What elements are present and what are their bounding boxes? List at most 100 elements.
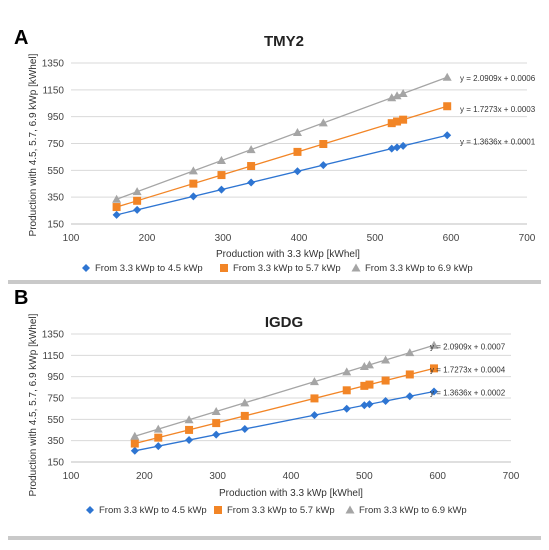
data-point (185, 425, 194, 434)
data-point (184, 415, 194, 424)
data-point (392, 91, 402, 100)
data-point (365, 400, 374, 409)
x-tick-labels: 100 200 300 400 500 600 700 (63, 233, 536, 244)
x-tick-label: 400 (283, 471, 300, 482)
data-point (360, 381, 369, 390)
y-tick-label: 550 (47, 415, 64, 426)
legend-label: From 3.3 kWp to 5.7 kWp (233, 263, 341, 274)
trend-line (134, 390, 435, 452)
y-tick-label: 950 (47, 372, 64, 383)
legend: From 3.3 kWp to 4.5 kWp From 3.3 kWp to 5… (82, 263, 473, 274)
chart-title: TMY2 (264, 33, 304, 50)
panel-a: A TMY2 100 200 300 400 500 600 700 150 350 550 75… (14, 27, 536, 274)
panel-letter: A (14, 27, 28, 49)
data-point (310, 411, 319, 420)
data-point (185, 436, 194, 445)
x-tick-label: 700 (519, 233, 536, 244)
data-points (130, 340, 439, 455)
y-tick-label: 750 (47, 139, 64, 150)
data-point (188, 166, 198, 175)
data-point (132, 187, 142, 196)
data-point (443, 131, 452, 140)
y-axis-label: Production with 4.5, 5.7, 6.9 kWp [kWhel… (28, 313, 39, 496)
data-point (212, 430, 221, 439)
y-tick-label: 1150 (42, 351, 64, 362)
y-tick-labels: 150 350 550 750 950 1150 1350 (42, 59, 65, 231)
x-axis-label: Production with 3.3 kWp [kWhel] (219, 488, 363, 499)
data-point (154, 442, 163, 451)
x-axis-label: Production with 3.3 kWp [kWhel] (216, 249, 360, 260)
data-point (130, 431, 140, 440)
data-point (342, 386, 351, 395)
data-point (216, 156, 226, 165)
data-point (189, 179, 198, 188)
data-point (130, 446, 139, 455)
y-tick-label: 1350 (42, 59, 65, 70)
x-tick-label: 300 (215, 233, 232, 244)
panel-b: B IGDG 100 200 300 400 500 600 700 150 350 550 75… (14, 287, 520, 516)
data-point (381, 397, 390, 406)
y-tick-label: 950 (47, 112, 64, 123)
data-point (381, 355, 391, 364)
x-tick-label: 200 (136, 471, 153, 482)
legend-label: From 3.3 kWp to 4.5 kWp (99, 505, 207, 516)
legend-marker (220, 264, 228, 272)
trendline-equations: y = 1.3636x + 0.0001 y = 1.7273x + 0.0003… (460, 74, 536, 146)
data-point (430, 387, 438, 396)
data-point (443, 102, 452, 111)
x-tick-label: 200 (139, 233, 156, 244)
data-point (130, 439, 139, 448)
data-point (246, 145, 256, 154)
data-point (247, 162, 256, 171)
data-point (293, 167, 302, 176)
legend-marker (345, 505, 355, 514)
data-point (309, 377, 319, 386)
data-point (381, 376, 390, 385)
trendline-equations: y = 1.3636x + 0.0002 y = 1.7273x + 0.0004… (430, 342, 506, 397)
data-point (429, 340, 439, 349)
y-tick-label: 1150 (42, 85, 64, 96)
y-tick-label: 750 (47, 394, 64, 405)
y-tick-label: 1350 (42, 330, 65, 341)
y-tick-labels: 150 350 550 750 950 1150 1350 (42, 330, 65, 469)
legend-marker (82, 264, 90, 272)
trendline-equation: y = 1.3636x + 0.0001 (460, 137, 536, 146)
data-point (153, 424, 163, 433)
data-point (112, 210, 121, 219)
x-tick-label: 100 (63, 471, 80, 482)
data-point (399, 115, 408, 124)
data-point (393, 117, 402, 126)
y-axis-label: Production with 4.5, 5.7, 6.9 kWp [kWhel… (28, 53, 39, 236)
data-point (405, 392, 414, 401)
legend-label: From 3.3 kWp to 4.5 kWp (95, 263, 203, 274)
trendline-equation: y = 1.7273x + 0.0003 (460, 105, 536, 114)
data-point (365, 380, 374, 389)
data-point (133, 196, 142, 205)
trendline-equation: y = 1.3636x + 0.0002 (430, 388, 506, 397)
data-point (342, 404, 351, 413)
x-tick-label: 600 (443, 233, 460, 244)
y-tick-label: 350 (47, 436, 64, 447)
x-tick-label: 500 (356, 471, 373, 482)
trendline-equation: y = 2.0909x + 0.0006 (460, 74, 536, 83)
data-point (247, 178, 256, 187)
legend-label: From 3.3 kWp to 6.9 kWp (365, 263, 473, 274)
data-point (360, 401, 369, 410)
y-tick-label: 150 (47, 220, 64, 231)
data-point (189, 192, 198, 201)
data-point (364, 360, 374, 369)
x-tick-label: 500 (367, 233, 384, 244)
data-point (217, 171, 226, 180)
legend-label: From 3.3 kWp to 6.9 kWp (359, 505, 467, 516)
data-point (112, 194, 122, 203)
trend-line (134, 344, 435, 437)
data-point (319, 161, 328, 170)
trendline-equation: y = 1.7273x + 0.0004 (430, 365, 506, 374)
panel-letter: B (14, 287, 28, 309)
data-points (112, 72, 452, 219)
trendline-equation: y = 2.0909x + 0.0007 (430, 342, 506, 351)
data-point (240, 424, 249, 433)
data-point (240, 398, 250, 407)
legend-marker (351, 263, 361, 272)
